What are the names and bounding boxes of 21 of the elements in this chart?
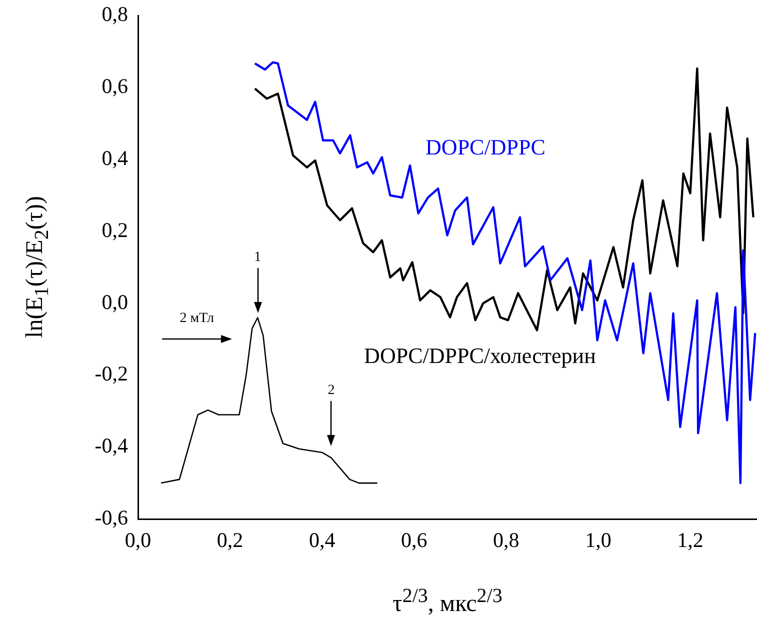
y-tick-label: -0,2: [94, 362, 128, 386]
series-label: DOPC/DPPC: [426, 134, 546, 160]
y-tick-label: 0,8: [102, 2, 128, 26]
x-tick-label: 0,0: [124, 528, 152, 552]
x-tick-label: 1,2: [677, 528, 704, 552]
series-label: DOPC/DPPC/холестерин: [364, 342, 596, 368]
x-tick-label: 0,6: [401, 528, 428, 552]
x-axis-title: τ$^{2/3}$, мкс$^{2/3}$: [392, 585, 502, 618]
y-tick-label: 0,0: [102, 290, 128, 314]
annotation: 2 мТл: [180, 310, 214, 327]
y-tick-label: -0,6: [94, 506, 128, 530]
x-tick-label: 0,2: [216, 528, 244, 552]
x-tick-label: 0,8: [493, 528, 520, 552]
y-tick-label: -0,4: [94, 434, 128, 458]
annotation: 1: [254, 250, 262, 266]
x-tick-label: 1,0: [585, 528, 612, 552]
annotation: 2: [328, 382, 335, 399]
y-tick-label: 0,2: [102, 218, 128, 242]
x-tick-label: 0,4: [308, 528, 336, 552]
y-tick-label: 0,4: [102, 146, 128, 170]
y-tick-label: 0,6: [102, 74, 128, 98]
